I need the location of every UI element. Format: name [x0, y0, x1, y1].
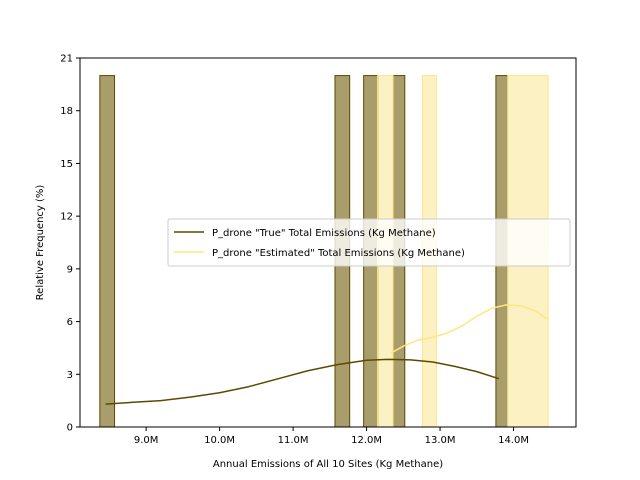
- y-tick-label: 15: [60, 159, 73, 170]
- x-tick-label: 11.0M: [278, 435, 309, 446]
- legend-label-estimated: P_drone "Estimated" Total Emissions (Kg …: [212, 248, 465, 259]
- kde-line-estimated: [390, 304, 549, 354]
- y-tick-label: 6: [67, 317, 73, 328]
- y-tick-label: 21: [60, 54, 73, 65]
- kde-line-true: [105, 358, 500, 405]
- x-axis-label: Annual Emissions of All 10 Sites (Kg Met…: [213, 459, 443, 470]
- kde-layer: [105, 304, 549, 405]
- y-tick-label: 18: [60, 106, 73, 117]
- x-tick-label: 14.0M: [498, 435, 529, 446]
- y-tick-label: 0: [67, 423, 73, 434]
- y-tick-label: 3: [67, 370, 73, 381]
- legend: P_drone "True" Total Emissions (Kg Metha…: [167, 218, 571, 267]
- x-axis: 9.0M 10.0M 11.0M 12.0M 13.0M 14.0M: [134, 427, 529, 446]
- legend-box: [167, 218, 571, 267]
- y-axis: 0 3 6 9 12 15 18 21: [60, 54, 80, 434]
- plot-frame: [79, 57, 577, 428]
- x-tick-label: 9.0M: [134, 435, 159, 446]
- y-tick-label: 9: [67, 264, 73, 275]
- legend-label-true: P_drone "True" Total Emissions (Kg Metha…: [212, 228, 436, 239]
- x-tick-label: 13.0M: [425, 435, 456, 446]
- y-axis-label: Relative Frequency (%): [35, 185, 46, 301]
- x-tick-label: 12.0M: [351, 435, 382, 446]
- x-tick-label: 10.0M: [204, 435, 235, 446]
- y-tick-label: 12: [60, 212, 73, 223]
- bar-true-0: [99, 75, 116, 428]
